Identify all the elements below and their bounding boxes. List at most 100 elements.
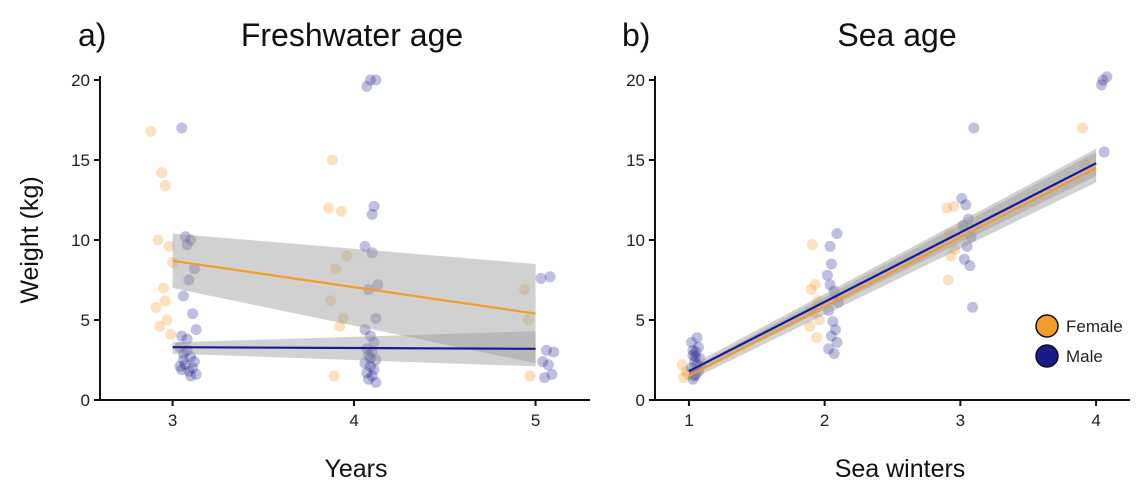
panel-a-point-male [548, 346, 560, 358]
panel-a-point-male [368, 336, 380, 348]
panel-a-point-female [519, 284, 531, 296]
legend: Female Male [1035, 314, 1123, 368]
panel-a-point-female [163, 240, 175, 252]
legend-label-female: Female [1066, 317, 1123, 336]
panel-b-point-male [957, 220, 969, 232]
panel-a-y-tick-label: 15 [71, 151, 90, 170]
panel-a-point-female [323, 202, 335, 214]
panel-a-point-male [366, 346, 378, 358]
panel-a-point-male [542, 359, 554, 371]
panel-b-point-male [686, 336, 698, 348]
panel-a-point-male [368, 364, 380, 376]
panel-b-y-tick-label: 5 [636, 311, 645, 330]
panel-b-point-female [1077, 122, 1088, 134]
panel-a-point-male [176, 330, 188, 342]
panel-b-point-female [804, 320, 816, 332]
panel-b-point-male [1096, 79, 1107, 91]
panel-a-point-male [364, 330, 376, 342]
panel-a-point-male [187, 362, 199, 374]
panel-a-point-male [361, 367, 373, 379]
panel-a-point-male [188, 356, 200, 368]
panel-a-plot-area: 0 5 10 15 20 3 4 5 [71, 71, 590, 430]
panel-a: a) Freshwater age 0 5 10 15 20 3 4 5 Years Weig… [16, 17, 590, 483]
panel-a-point-male [176, 122, 188, 134]
panel-b-point-male [823, 304, 835, 316]
panel-a-point-male [359, 324, 371, 336]
panel-a-point-male [185, 370, 197, 382]
panel-b-point-male [831, 336, 843, 348]
panel-b-x-tick-label: 3 [956, 411, 965, 430]
panel-a-point-female [158, 282, 169, 294]
panel-b-point-male [827, 316, 839, 328]
panel-a-point-male [359, 357, 371, 369]
panel-b-point-male [825, 258, 837, 270]
panel-a-point-male [370, 312, 382, 324]
panel-b-point-male [688, 356, 700, 368]
legend-item-female: Female [1035, 314, 1123, 338]
panel-a-point-female [154, 320, 166, 332]
panel-a-point-male [183, 274, 195, 286]
panel-a-fit-line-male [172, 346, 536, 350]
panel-a-point-female [328, 370, 340, 382]
panel-b-point-male [828, 285, 840, 297]
panel-a-point-male [363, 373, 375, 385]
panel-b-y-tick-label: 10 [626, 231, 645, 250]
panel-a-x-tick-label: 5 [531, 411, 540, 430]
panel-a-y-tick-label: 20 [71, 71, 90, 90]
panel-b-point-male [1097, 74, 1109, 86]
panel-a-y-tick-label: 0 [81, 391, 90, 410]
panel-b-point-female [806, 239, 818, 251]
panel-a-point-male [190, 368, 202, 380]
panel-b-x-tick-label: 1 [684, 411, 693, 430]
panel-a-point-female [522, 314, 534, 326]
panel-b-point-male [688, 370, 700, 382]
panel-a-point-female [335, 205, 347, 217]
panel-a-point-male [187, 308, 199, 320]
panel-b-ci-band-male [688, 148, 1097, 376]
panel-b-point-male [687, 344, 699, 356]
panel-a-point-male [188, 263, 200, 275]
panel-a-point-female [156, 167, 168, 179]
panel-a-point-female [524, 370, 536, 382]
panel-b-point-male [958, 253, 970, 265]
panel-b-point-male [832, 296, 844, 308]
panel-b-point-male [830, 324, 841, 336]
panel-a-point-male [368, 200, 380, 212]
panel-a-point-female [161, 314, 173, 326]
panel-a-point-female [152, 234, 164, 246]
panel-a-point-male [364, 360, 376, 372]
panel-a-point-male [539, 372, 551, 384]
panel-a-point-male [185, 351, 197, 363]
panel-a-point-female [341, 250, 353, 262]
panel-b-point-female [805, 284, 817, 296]
panel-b-point-male [823, 343, 835, 355]
panel-a-point-male [364, 74, 376, 86]
panel-a-point-female [167, 256, 179, 268]
panel-a-x-tick-label: 4 [349, 411, 358, 430]
panel-b-point-male [956, 192, 968, 204]
panel-a-point-male [535, 272, 547, 284]
panel-b-title: Sea age [837, 17, 956, 53]
panel-a-point-female [325, 295, 336, 307]
panel-a-point-female [159, 180, 171, 192]
panel-b-point-female [809, 279, 821, 291]
panel-b-point-male [692, 341, 704, 353]
panel-a-point-female [334, 320, 346, 332]
panel-a-y-tick-label: 5 [81, 311, 90, 330]
panel-b-point-female [811, 332, 822, 344]
panel-b-point-male [687, 349, 699, 361]
panel-a-point-male [370, 74, 382, 86]
panel-b-point-female [680, 365, 692, 377]
panel-a-point-male [179, 231, 191, 243]
panel-a-point-female [145, 125, 157, 137]
panel-a-x-tick-label: 3 [168, 411, 177, 430]
panel-b-point-female [949, 244, 961, 256]
panel-b-x-tick-label: 4 [1091, 411, 1100, 430]
panel-a-point-male [178, 348, 189, 360]
panel-b-x-tick-label: 2 [820, 411, 829, 430]
panel-a-point-male [181, 333, 193, 345]
panel-b-point-male [1098, 146, 1110, 158]
panel-b-plot-area: 0 5 10 15 20 1 2 3 4 [626, 71, 1130, 430]
panel-b-y-tick-label: 20 [626, 71, 645, 90]
